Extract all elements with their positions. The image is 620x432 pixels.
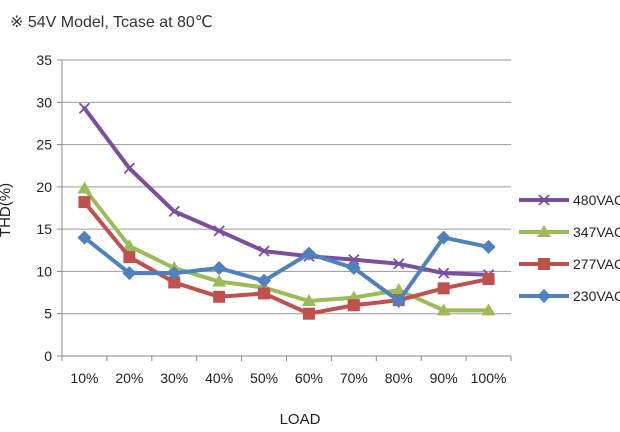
series-line-480vac [82, 106, 491, 277]
series-group [77, 102, 496, 320]
y-tick-label: 5 [44, 306, 52, 322]
data-point-347vac [212, 274, 227, 287]
data-point-480vac [123, 162, 135, 174]
legend-marker [537, 225, 551, 237]
x-tick-label: 60% [295, 370, 323, 386]
x-tick-label: 40% [205, 370, 233, 386]
data-point-230vac [122, 266, 137, 281]
legend-marker [537, 289, 551, 303]
series-230vac [77, 230, 496, 309]
data-point-277vac [302, 307, 315, 320]
x-tick-label: 10% [70, 370, 98, 386]
axes [57, 59, 512, 361]
legend-item-230vac: 230VAC [519, 288, 620, 304]
legend-label: 277VAC [573, 256, 620, 272]
data-point-480vac [438, 267, 450, 279]
grid-lines [62, 59, 511, 315]
data-point-347vac [77, 181, 92, 194]
x-tick-label: 20% [115, 370, 143, 386]
data-point-230vac [77, 230, 92, 245]
data-point-480vac [393, 258, 405, 270]
data-point-347vac [122, 239, 137, 252]
legend-label: 230VAC [573, 288, 620, 304]
data-point-347vac [481, 303, 496, 316]
data-point-277vac [347, 299, 360, 312]
data-point-277vac [123, 251, 136, 264]
marker-stroke [438, 267, 450, 279]
x-tick-label: 30% [160, 370, 188, 386]
marker-stroke [78, 102, 91, 114]
x-tick-label: 50% [250, 370, 278, 386]
data-point-230vac [391, 294, 406, 309]
y-tick-label: 20 [36, 179, 52, 195]
data-point-230vac [167, 266, 182, 281]
marker-stroke [258, 245, 270, 257]
y-tick-labels: 0 5 10 15 20 25 30 35 [36, 52, 52, 364]
marker-stroke [213, 225, 225, 237]
data-point-277vac [213, 290, 226, 303]
series-line-277vac [82, 200, 491, 316]
y-tick-label: 0 [44, 348, 52, 364]
data-point-277vac [168, 276, 181, 289]
data-point-480vac [168, 205, 180, 218]
marker-stroke [538, 194, 550, 206]
data-point-230vac [212, 261, 227, 276]
data-point-230vac [257, 273, 272, 288]
marker-stroke [393, 258, 405, 270]
chart-note: ※ 54V Model, Tcase at 80℃ [10, 14, 213, 31]
x-tick-label: 90% [430, 370, 458, 386]
legend-label: 347VAC [573, 224, 620, 240]
legend-item-480vac: 480VAC [519, 192, 620, 208]
data-point-480vac [78, 102, 91, 114]
marker-stroke [168, 205, 180, 218]
series-277vac [78, 196, 495, 320]
x-tick-labels: 10% 20% 30% 40% 50% 60% 70% 80% 90% 100% [70, 370, 506, 386]
data-point-277vac [78, 196, 91, 209]
data-point-230vac [301, 246, 316, 261]
data-point-347vac [301, 294, 316, 307]
data-point-230vac [346, 261, 361, 276]
y-tick-label: 15 [36, 221, 52, 237]
legend-item-347vac: 347VAC [519, 224, 620, 240]
y-tick-label: 30 [36, 94, 52, 110]
data-point-480vac [213, 225, 225, 237]
data-point-480vac [348, 253, 360, 266]
data-point-480vac [258, 245, 270, 257]
series-line-230vac [82, 235, 491, 304]
data-point-277vac [258, 287, 271, 300]
y-tick-label: 10 [36, 263, 52, 279]
data-point-230vac [481, 239, 496, 254]
legend-label: 480VAC [573, 192, 620, 208]
marker-stroke [123, 162, 135, 174]
y-tick-label: 25 [36, 137, 52, 153]
marker-stroke [348, 253, 360, 266]
x-tick-label: 100% [471, 370, 507, 386]
legend: 480VAC 347VAC 277VAC 230VAC [519, 192, 620, 304]
x-tick-label: 70% [340, 370, 368, 386]
data-point-277vac [482, 273, 495, 286]
data-point-347vac [391, 283, 406, 296]
y-axis-label: THD(%) [0, 183, 14, 237]
legend-marker [538, 258, 550, 270]
series-347vac [77, 181, 496, 316]
x-tick-label: 80% [385, 370, 413, 386]
legend-item-277vac: 277VAC [519, 256, 620, 272]
series-line-347vac [82, 186, 491, 313]
y-tick-label: 35 [36, 52, 52, 68]
x-axis-label: LOAD [280, 411, 321, 428]
data-point-277vac [437, 282, 450, 295]
data-point-347vac [436, 303, 451, 316]
data-point-230vac [436, 230, 451, 245]
legend-marker [538, 194, 550, 206]
